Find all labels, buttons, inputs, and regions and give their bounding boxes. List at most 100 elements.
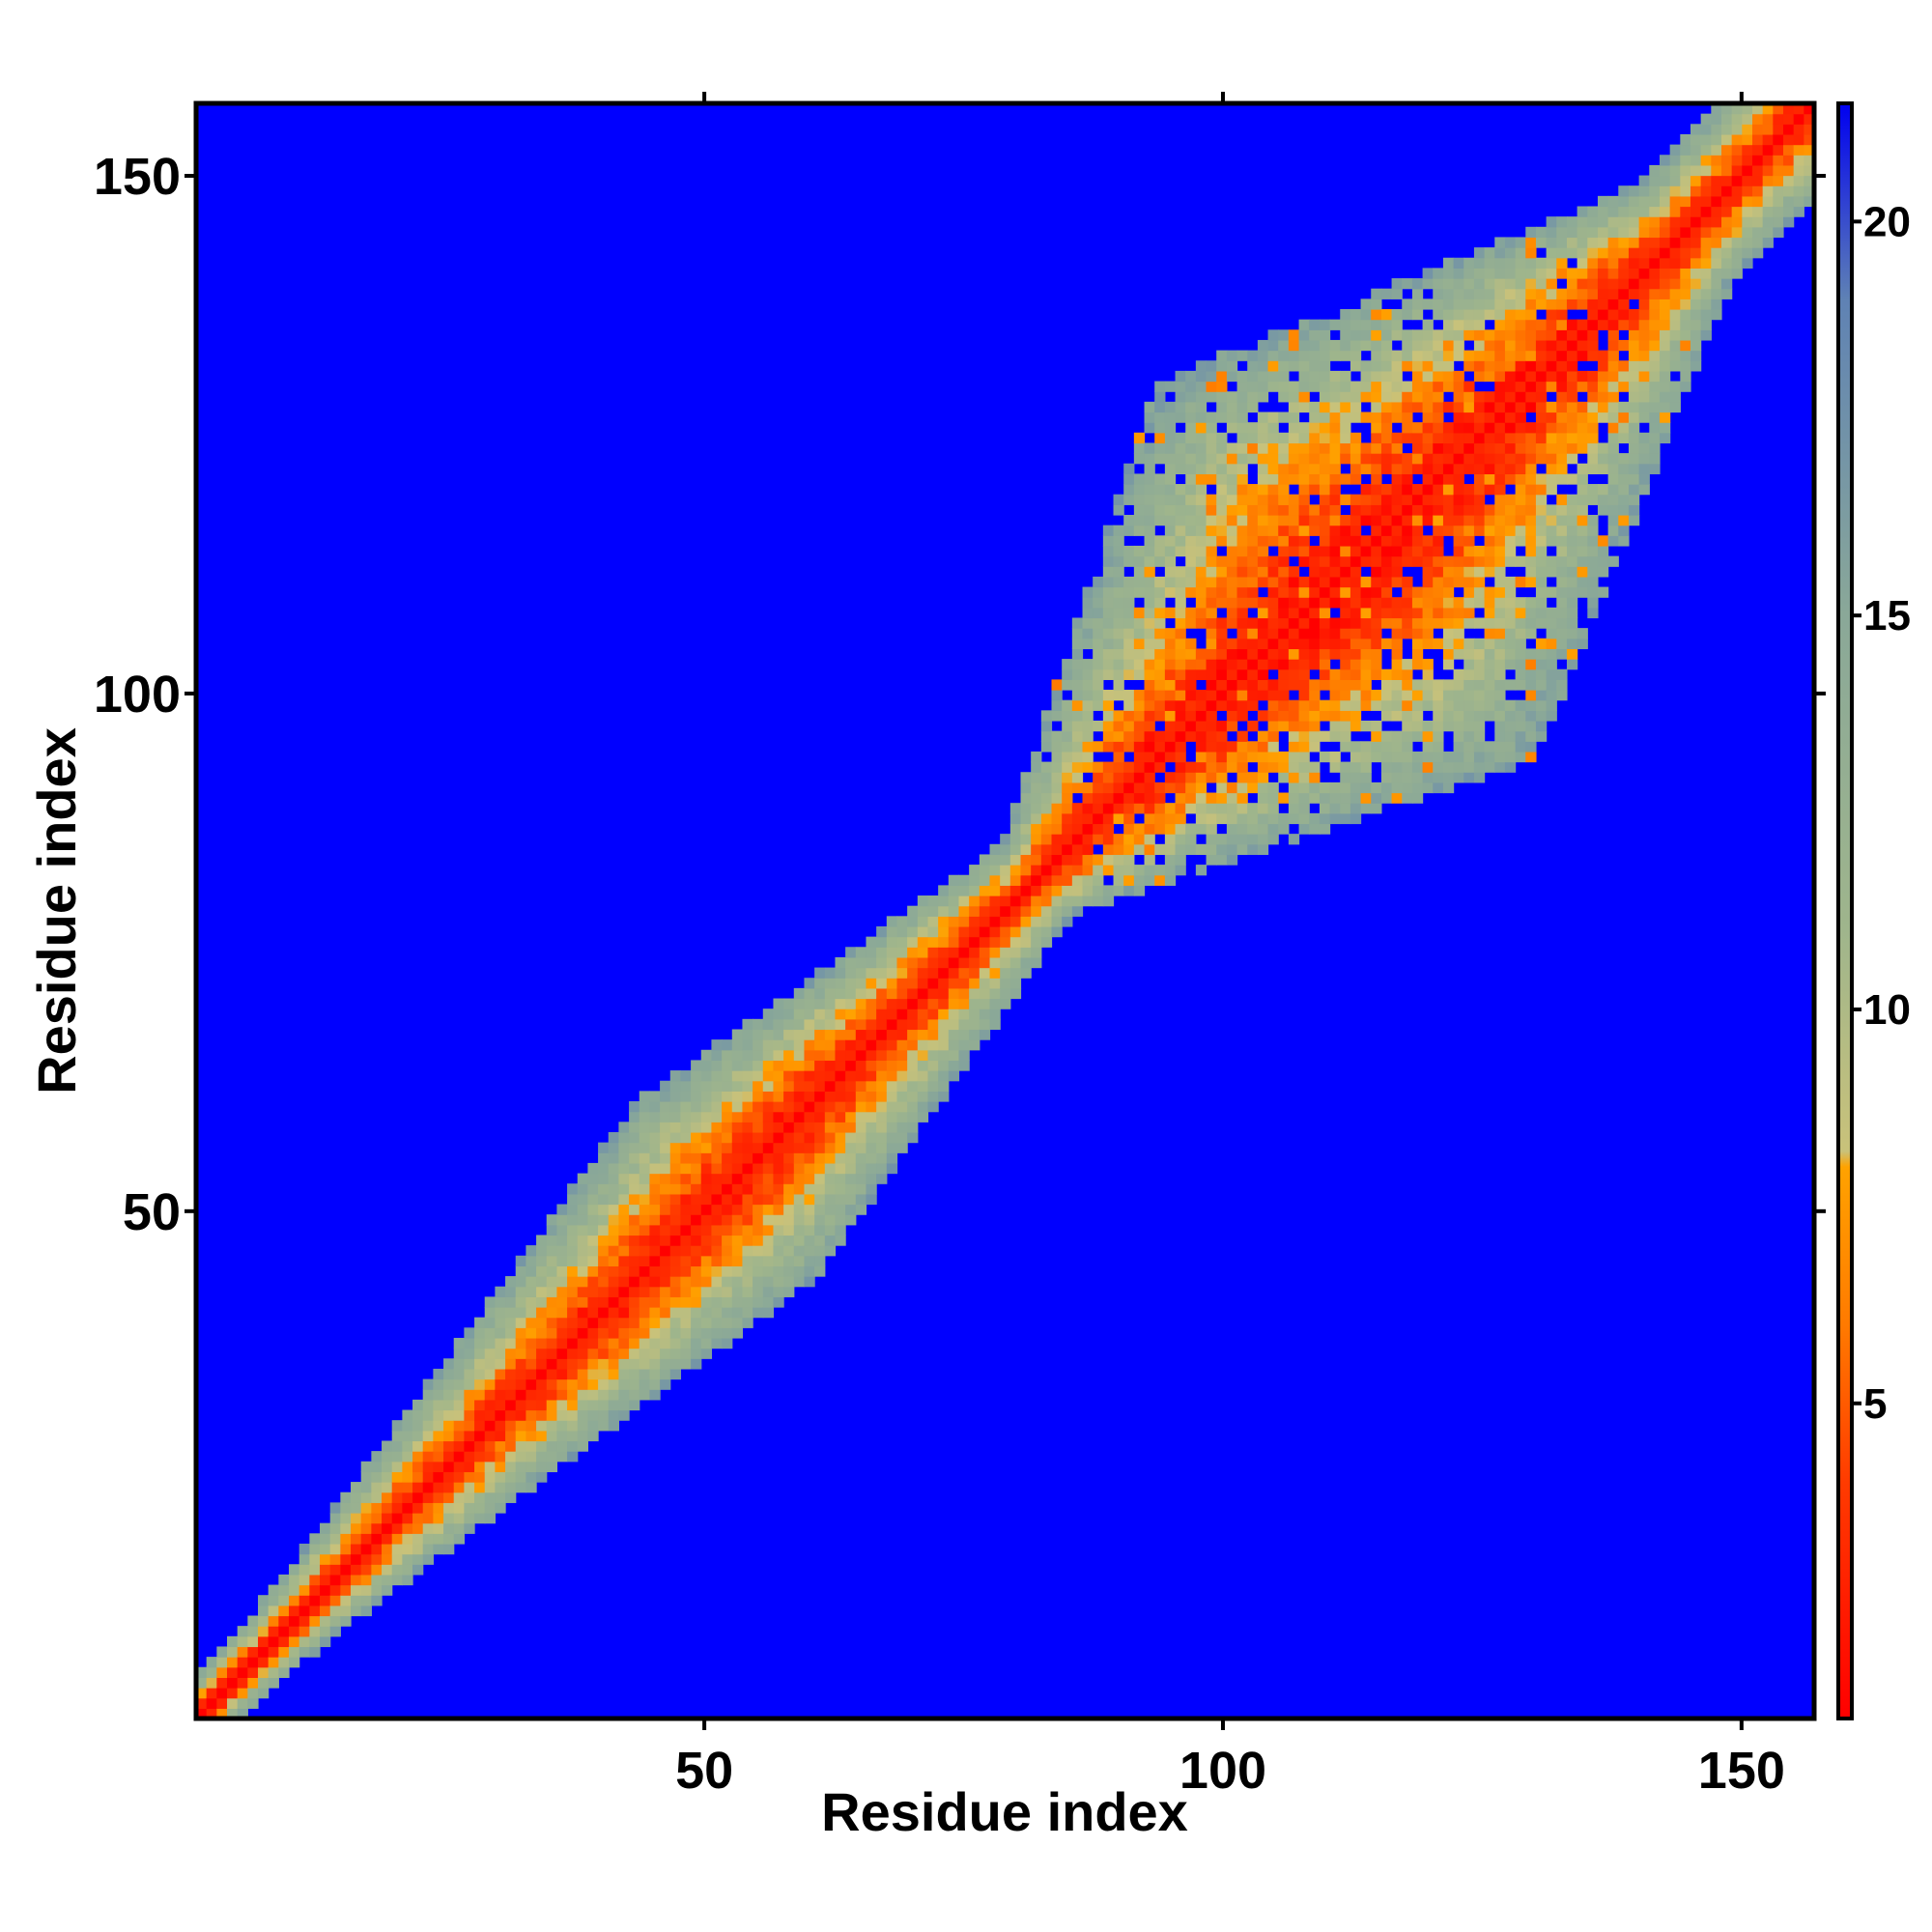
- heatmap-cell: [1319, 823, 1331, 835]
- heatmap-cell: [1206, 741, 1217, 753]
- heatmap-cell: [577, 1245, 589, 1257]
- heatmap-cell: [1597, 401, 1609, 413]
- heatmap-cell: [515, 1337, 526, 1350]
- heatmap-cell: [1247, 555, 1259, 567]
- heatmap-cell: [1133, 823, 1146, 835]
- heatmap-cell: [1340, 566, 1351, 578]
- heatmap-cell: [526, 1265, 537, 1277]
- heatmap-cell: [814, 1193, 826, 1206]
- heatmap-cell: [515, 1286, 526, 1297]
- heatmap-cell: [453, 1399, 465, 1411]
- heatmap-cell: [1504, 607, 1517, 619]
- heatmap-cell: [1309, 628, 1321, 639]
- heatmap-cell: [1236, 370, 1248, 383]
- heatmap-cell: [722, 1131, 733, 1144]
- heatmap-cell: [1649, 432, 1661, 444]
- heatmap-cell: [1494, 308, 1506, 321]
- heatmap-cell: [1773, 216, 1784, 228]
- heatmap-cell: [1411, 710, 1424, 722]
- heatmap-cell: [1411, 607, 1424, 619]
- heatmap-cell: [979, 925, 991, 938]
- heatmap-cell: [567, 1348, 579, 1359]
- heatmap-cell: [1587, 278, 1599, 290]
- heatmap-cell: [722, 1070, 733, 1082]
- heatmap-cell: [1206, 834, 1217, 845]
- heatmap-cell: [1587, 442, 1599, 454]
- heatmap-cell: [1236, 659, 1248, 670]
- heatmap-cell: [278, 1666, 290, 1678]
- heatmap-cell: [1504, 298, 1517, 310]
- heatmap-cell: [1422, 298, 1434, 310]
- heatmap-cell: [1525, 422, 1537, 434]
- heatmap-cell: [1040, 925, 1053, 938]
- heatmap-cell: [320, 1584, 331, 1596]
- heatmap-cell: [1597, 381, 1609, 392]
- heatmap-cell: [1195, 370, 1208, 383]
- heatmap-cell: [1340, 535, 1351, 547]
- heatmap-cell: [1371, 370, 1382, 383]
- heatmap-cell: [938, 1009, 950, 1020]
- heatmap-cell: [598, 1193, 610, 1206]
- heatmap-cell: [1288, 659, 1300, 670]
- heatmap-cell: [577, 1348, 589, 1359]
- heatmap-cell: [835, 1122, 846, 1133]
- heatmap-cell: [1742, 175, 1753, 186]
- heatmap-cell: [1607, 360, 1619, 372]
- heatmap-cell: [1340, 597, 1351, 609]
- heatmap-cell: [855, 1204, 867, 1215]
- heatmap-cell: [1659, 412, 1671, 423]
- heatmap-cell: [896, 1122, 908, 1133]
- heatmap-cell: [1525, 381, 1537, 392]
- heatmap-cell: [1154, 442, 1166, 454]
- heatmap-cell: [453, 1492, 465, 1503]
- heatmap-cell: [1000, 956, 1011, 969]
- heatmap-cell: [1442, 494, 1455, 505]
- heatmap-cell: [1535, 329, 1548, 341]
- heatmap-cell: [1009, 874, 1022, 886]
- heatmap-cell: [1556, 226, 1568, 239]
- heatmap-cell: [1566, 412, 1578, 423]
- heatmap-cell: [1618, 494, 1630, 505]
- heatmap-cell: [1380, 566, 1393, 578]
- heatmap-cell: [237, 1635, 248, 1648]
- heatmap-cell: [216, 1657, 228, 1668]
- heatmap-cell: [1371, 668, 1382, 680]
- heatmap-cell: [669, 1358, 682, 1370]
- heatmap-cell: [484, 1296, 496, 1308]
- heatmap-cell: [1742, 257, 1753, 269]
- heatmap-cell: [1433, 545, 1444, 557]
- heatmap-cell: [762, 1070, 775, 1082]
- heatmap-cell: [1031, 905, 1042, 917]
- heatmap-cell: [618, 1327, 630, 1339]
- heatmap-cell: [1607, 381, 1619, 392]
- heatmap-cell: [1185, 391, 1197, 403]
- heatmap-cell: [1453, 339, 1464, 352]
- heatmap-cell: [680, 1224, 692, 1236]
- heatmap-cell: [1102, 792, 1115, 804]
- heatmap-cell: [1185, 514, 1197, 526]
- heatmap-cell: [1309, 514, 1321, 526]
- heatmap-cell: [1102, 545, 1115, 557]
- heatmap-cell: [1433, 525, 1444, 536]
- heatmap-cell: [1762, 155, 1774, 166]
- heatmap-cell: [608, 1265, 620, 1277]
- heatmap-cell: [742, 1224, 753, 1236]
- heatmap-cell: [1093, 617, 1104, 629]
- heatmap-cell: [629, 1307, 640, 1319]
- heatmap-cell: [556, 1307, 568, 1319]
- heatmap-cell: [587, 1317, 599, 1328]
- heatmap-cell: [1680, 360, 1691, 372]
- heatmap-cell: [1463, 638, 1475, 650]
- heatmap-cell: [938, 916, 950, 927]
- heatmap-cell: [1731, 144, 1743, 156]
- heatmap-cell: [1411, 504, 1424, 516]
- heatmap-cell: [1082, 710, 1094, 722]
- heatmap-cell: [1185, 823, 1197, 835]
- heatmap-cell: [1051, 865, 1063, 876]
- heatmap-cell: [1731, 175, 1743, 186]
- heatmap-cell: [1391, 350, 1403, 361]
- heatmap-cell: [793, 1214, 806, 1226]
- heatmap-cell: [783, 1029, 795, 1040]
- heatmap-cell: [1587, 597, 1599, 609]
- heatmap-cell: [587, 1224, 599, 1236]
